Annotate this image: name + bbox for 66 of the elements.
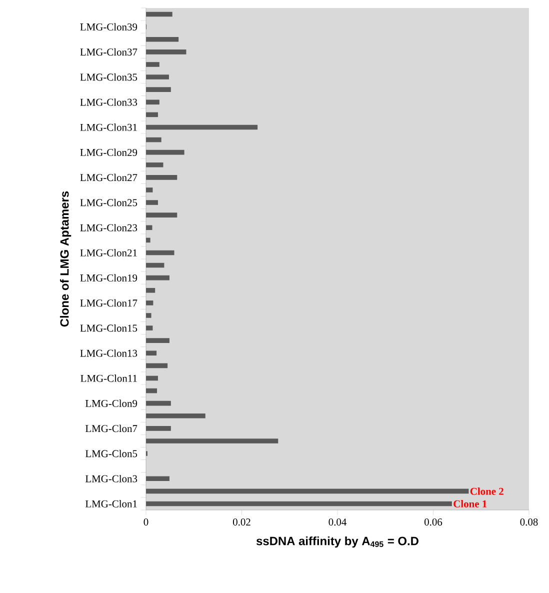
x-tick-label: 0.02 [232, 518, 250, 526]
y-tick-label: LMG-Clon27 [80, 174, 138, 182]
y-tick-label: LMG-Clon17 [80, 299, 138, 307]
bar [146, 87, 171, 92]
bar [146, 137, 162, 142]
bar [146, 438, 278, 444]
y-tick-label: LMG-Clon33 [80, 98, 138, 106]
bar [146, 326, 153, 330]
bar [146, 262, 164, 268]
bar [146, 175, 178, 180]
annotation: Clone 1 [454, 500, 487, 508]
y-tick-label: LMG-Clon1 [85, 500, 137, 508]
y-tick-label: LMG-Clon9 [85, 400, 138, 408]
y-tick-label: LMG-Clon37 [80, 48, 138, 56]
x-tick-label: 0.08 [520, 518, 538, 526]
y-tick-label: LMG-Clon5 [85, 450, 138, 458]
y-tick-label: LMG-Clon35 [80, 73, 138, 81]
y-tick-label: LMG-Clon3 [85, 474, 138, 482]
bar [146, 426, 171, 431]
y-tick-label: LMG-Clon15 [80, 324, 138, 332]
bar [146, 376, 158, 381]
y-tick-label: LMG-Clon7 [85, 424, 138, 432]
x-tick-label: 0 [144, 518, 148, 526]
bar [146, 300, 154, 306]
y-tick-label: LMG-Clon13 [80, 349, 138, 357]
bar [146, 238, 150, 243]
bar [146, 400, 171, 406]
bar [146, 150, 184, 155]
bar [146, 212, 178, 218]
bar [146, 100, 160, 105]
bar [146, 313, 152, 318]
bar [146, 124, 258, 130]
y-tick-label: LMG-Clon23 [80, 224, 138, 232]
bar [146, 338, 170, 343]
bar [146, 12, 172, 17]
bar [146, 250, 174, 256]
y-tick-label: LMG-Clon39 [80, 23, 138, 31]
bar [146, 488, 469, 494]
bar [146, 350, 157, 356]
bar [146, 413, 206, 418]
annotation: Clone 2 [470, 488, 504, 495]
y-tick-label: LMG-Clon21 [80, 249, 137, 256]
y-tick-label: LMG-Clon31 [80, 124, 137, 131]
y-tick-label: LMG-Clon25 [80, 198, 138, 206]
x-axis-title: ssDNA aiffinity by A$_{495}$ = O.D [256, 536, 418, 548]
bar [146, 112, 158, 118]
x-tick-label: 0.06 [424, 518, 442, 526]
bar [146, 476, 170, 482]
bar [146, 363, 168, 368]
bar [146, 200, 158, 205]
y-tick-label: LMG-Clon29 [80, 148, 138, 156]
y-tick-label: LMG-Clon19 [80, 274, 138, 282]
y-tick-label: LMG-Clon11 [80, 374, 137, 382]
bar [146, 288, 156, 293]
bar [146, 162, 164, 168]
y-axis-title: Clone of LMG Aptamers [60, 191, 72, 327]
bar [146, 225, 152, 230]
bar [146, 74, 169, 80]
bar [146, 275, 170, 280]
x-tick-label: 0.04 [328, 518, 346, 526]
bar [146, 62, 160, 67]
bar [146, 50, 186, 54]
bar [146, 388, 158, 394]
bar [146, 501, 452, 506]
bar [146, 188, 153, 192]
bar [146, 36, 179, 42]
